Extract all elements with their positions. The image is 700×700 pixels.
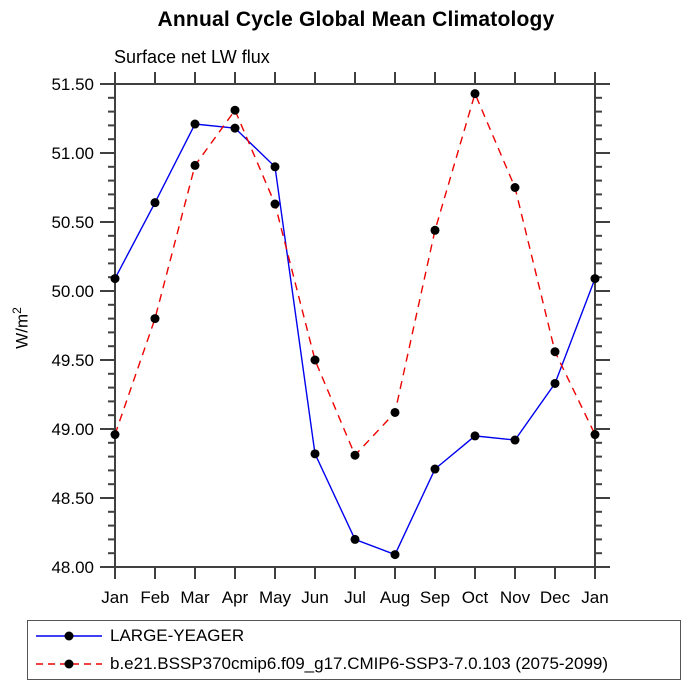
series-marker-1 — [110, 430, 120, 440]
x-tick-label: Mar — [180, 588, 210, 607]
chart-title: Annual Cycle Global Mean Climatology — [157, 8, 555, 31]
plot-frame — [114, 83, 596, 568]
series-marker-0 — [590, 274, 600, 284]
y-tick-label: 50.00 — [51, 282, 94, 301]
y-tick-label: 48.00 — [51, 558, 94, 577]
series-marker-0 — [510, 435, 520, 445]
series-marker-0 — [430, 464, 440, 474]
series-marker-1 — [510, 183, 520, 192]
series-marker-1 — [350, 450, 360, 460]
series-marker-0 — [390, 550, 400, 560]
series-marker-1 — [270, 199, 280, 209]
series-marker-1 — [550, 347, 560, 357]
series-marker-1 — [230, 105, 240, 115]
legend-row-large-yeager: LARGE-YEAGER — [28, 622, 680, 650]
series-marker-1 — [470, 89, 480, 99]
y-tick-label: 48.50 — [51, 489, 94, 508]
series-marker-0 — [310, 449, 320, 459]
x-tick-label: Oct — [462, 588, 489, 607]
x-tick-label: Apr — [222, 588, 249, 607]
legend-label-model: b.e21.BSSP370cmip6.f09_g17.CMIP6-SSP3-7.… — [110, 654, 609, 673]
series-marker-1 — [310, 355, 320, 365]
series-marker-1 — [590, 430, 600, 440]
x-tick-label: Dec — [540, 588, 571, 607]
y-tick-label: 51.00 — [51, 144, 94, 163]
series-marker-0 — [350, 534, 360, 544]
series-marker-0 — [550, 378, 560, 388]
series-marker-0 — [470, 431, 480, 441]
x-tick-label: Jul — [344, 588, 366, 607]
x-tick-label: May — [259, 588, 292, 607]
series-marker-0 — [230, 123, 240, 133]
x-tick-label: Feb — [140, 588, 169, 607]
x-tick-label: Jan — [581, 588, 608, 607]
y-tick-label: 49.00 — [51, 420, 94, 439]
series-line-1 — [114, 91, 596, 457]
chart-subtitle: Surface net LW flux — [114, 47, 270, 67]
series-marker-0 — [150, 198, 160, 208]
legend-sample-solid-line — [36, 631, 102, 641]
legend-sample-dashed-line — [36, 659, 102, 669]
x-tick-label: Sep — [420, 588, 450, 607]
y-tick-label: 50.50 — [51, 213, 94, 232]
series-marker-1 — [390, 407, 400, 417]
legend-row-model: b.e21.BSSP370cmip6.f09_g17.CMIP6-SSP3-7.… — [28, 650, 680, 678]
series-line-0 — [114, 123, 596, 556]
x-tick-label: Jun — [301, 588, 328, 607]
series-marker-0 — [270, 162, 280, 172]
legend-label-large-yeager: LARGE-YEAGER — [110, 626, 245, 645]
x-tick-label: Nov — [500, 588, 531, 607]
y-tick-label: 49.50 — [51, 351, 94, 370]
plot-area: Jan Feb Mar Apr May Jun Jul Aug Sep Oct Nov Dec Jan 5… — [51, 72, 610, 607]
series-marker-0 — [110, 274, 120, 284]
y-tick-label: 51.50 — [51, 75, 94, 94]
x-tick-label: Aug — [380, 588, 410, 607]
series-marker-1 — [190, 160, 200, 170]
series-marker-1 — [430, 225, 440, 235]
series-marker-1 — [150, 314, 160, 324]
legend: LARGE-YEAGER b.e21.BSSP370cmip6.f09_g17.… — [27, 620, 681, 680]
series-marker-0 — [190, 119, 200, 129]
x-tick-label: Jan — [101, 588, 128, 607]
